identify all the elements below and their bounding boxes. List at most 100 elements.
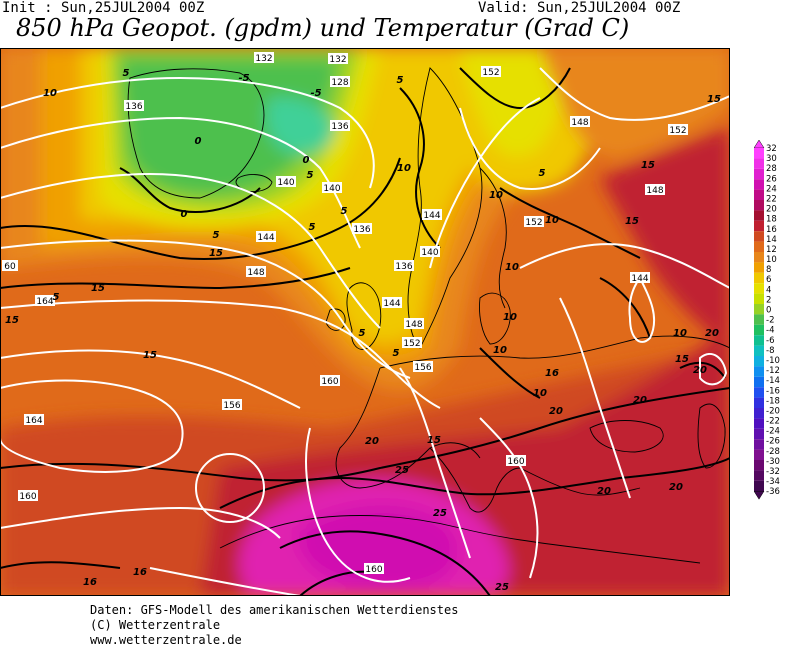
legend-tick-label: -8 [766,346,774,356]
svg-text:15: 15 [675,354,689,365]
svg-text:136: 136 [331,122,348,132]
geo-label-132a: 132 [254,52,274,64]
legend-tick-label: 8 [766,265,771,275]
legend-swatch [754,262,764,273]
geo-label-164b: 164 [24,414,44,426]
svg-text:156: 156 [223,401,240,411]
legend-tick-label: 20 [766,205,777,215]
svg-text:152: 152 [669,126,686,136]
geo-label-152a: 152 [402,337,422,349]
geo-label-140b: 140 [322,182,342,194]
svg-text:10: 10 [503,312,517,323]
geopotential-labels: 132 132 128 136 136 140 140 136 144 144 … [2,52,688,575]
legend-tick-label: -10 [766,356,780,366]
svg-text:156: 156 [414,363,431,373]
svg-text:152: 152 [525,218,542,228]
legend-tick-label: -34 [766,477,780,487]
legend-swatch [754,324,764,336]
svg-text:15: 15 [209,248,223,259]
geo-label-160a: 160 [320,375,340,387]
svg-text:16: 16 [545,368,559,379]
legend-tick-label: -2 [766,316,774,326]
legend-swatch [754,480,764,492]
svg-text:15: 15 [641,160,655,171]
svg-text:20: 20 [693,365,707,376]
svg-text:5: 5 [53,292,60,303]
legend-swatch [754,460,764,471]
coastlines [127,67,730,564]
legend-tick-label: -6 [766,336,774,346]
svg-text:136: 136 [125,102,142,112]
svg-text:5: 5 [123,68,130,79]
legend-swatch [754,200,764,211]
svg-text:132: 132 [329,55,346,65]
legend-tick-label: 2 [766,295,771,305]
legend-tick-label: 14 [766,235,777,245]
svg-text:10: 10 [489,190,503,201]
svg-text:20: 20 [365,436,379,447]
svg-text:20: 20 [669,482,683,493]
svg-text:10: 10 [43,88,57,99]
svg-text:144: 144 [383,299,400,309]
legend-swatch [754,335,764,346]
map-title: 850 hPa Geopot. (gpdm) und Temperatur (G… [16,14,630,42]
legend-tick-label: -22 [766,417,780,427]
svg-text:15: 15 [143,350,157,361]
svg-text:5: 5 [307,170,314,181]
svg-text:10: 10 [533,388,547,399]
svg-text:5: 5 [397,75,404,86]
legend-tick-label: 18 [766,215,777,225]
legend-swatch [754,148,764,159]
legend-arrow-bottom [754,490,765,500]
legend-tick-label: 30 [766,154,777,164]
geo-label-136b: 136 [330,120,350,132]
svg-text:25: 25 [433,508,447,519]
legend-swatch [754,220,764,232]
legend-tick-label: 12 [766,245,777,255]
geo-label-164a: 164 [35,295,55,307]
svg-text:140: 140 [421,248,438,258]
geo-label-136c: 136 [352,223,372,235]
geo-label-148c: 148 [570,116,590,128]
legend-swatch [754,241,764,252]
legend-swatch [754,189,764,200]
footer-line-website[interactable]: www.wetterzentrale.de [90,633,242,647]
legend-swatch [754,210,764,221]
legend-tick-label: 0 [766,306,771,316]
svg-text:148: 148 [646,186,663,196]
geo-label-140a: 140 [276,176,296,188]
legend-tick-label: -16 [766,386,780,396]
legend-tick-label: 32 [766,144,777,154]
temperature-field [0,48,730,596]
svg-text:148: 148 [571,118,588,128]
legend-tick-label: -24 [766,427,780,437]
geo-label-60: 60 [2,260,18,272]
geo-label-144b: 144 [422,209,442,221]
svg-text:-5: -5 [238,73,249,84]
svg-text:0: 0 [195,136,202,147]
svg-text:20: 20 [597,486,611,497]
legend-swatch [754,366,764,377]
svg-text:5: 5 [539,168,546,179]
svg-text:60: 60 [4,262,16,272]
data-credits: Daten: GFS-Modell des amerikanischen Wet… [90,603,458,648]
legend-swatch [754,252,764,263]
geo-label-160b: 160 [18,490,38,502]
geo-label-160d: 160 [506,455,526,467]
svg-text:20: 20 [549,406,563,417]
legend-swatch [754,314,764,325]
svg-text:160: 160 [321,377,338,387]
svg-text:15: 15 [427,435,441,446]
legend-tick-label: 24 [766,184,777,194]
legend-ticks: 32302826242220181614121086420-2-4-6-8-10… [766,144,780,497]
legend-swatch [754,376,764,388]
legend-tick-label: 26 [766,174,777,184]
temperature-isolines [0,67,730,596]
geo-label-132b: 132 [328,53,348,65]
svg-text:25: 25 [395,465,409,476]
legend-swatch [754,345,764,356]
svg-text:-5: -5 [310,88,321,99]
legend-tick-label: -18 [766,396,780,406]
svg-text:152: 152 [482,68,499,78]
legend-tick-label: -28 [766,447,780,457]
